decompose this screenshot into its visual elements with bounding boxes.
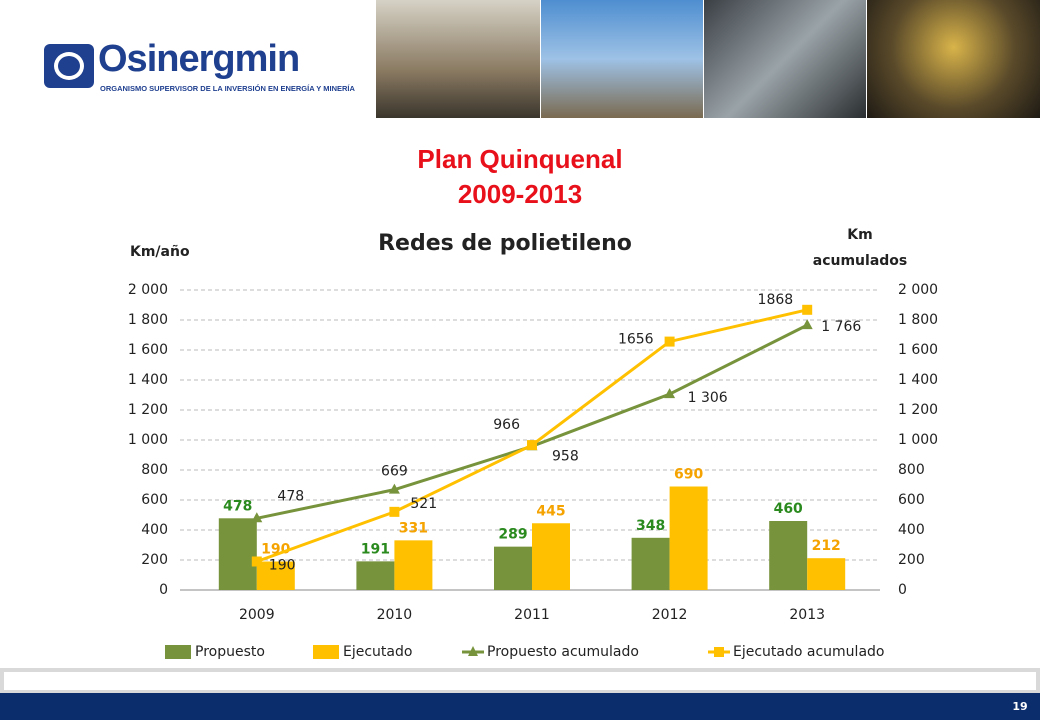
y-tick-label: 1 400 <box>128 372 168 388</box>
y2-tick-label: 1 200 <box>898 402 938 418</box>
photo <box>541 0 703 118</box>
y-tick-label: 600 <box>141 492 168 508</box>
y-tick-label: 1 200 <box>128 402 168 418</box>
bar <box>769 521 808 590</box>
logo-tagline: ORGANISMO SUPERVISOR DE LA INVERSIÓN EN … <box>100 84 355 93</box>
line-value-label: 1656 <box>618 332 654 348</box>
y2-tick-label: 600 <box>898 492 925 508</box>
x-tick-label: 2012 <box>652 607 688 623</box>
bar <box>394 540 433 590</box>
line-value-label: 1868 <box>758 292 794 308</box>
y2-tick-label: 0 <box>898 582 907 598</box>
line-marker <box>388 483 400 494</box>
line-value-label: 478 <box>277 488 304 504</box>
bar-value-label: 289 <box>498 527 527 543</box>
line-marker <box>527 440 537 451</box>
bar-value-label: 445 <box>536 503 565 519</box>
y-axis-title: Km/año <box>130 244 190 260</box>
line-value-label: 669 <box>381 464 408 480</box>
y-tick-label: 1 600 <box>128 342 168 358</box>
x-tick-label: 2013 <box>789 607 825 623</box>
legend-label: Propuesto <box>195 644 265 660</box>
slide-title: Plan Quinquenal 2009-2013 <box>417 144 623 209</box>
bar <box>218 518 257 590</box>
y2-tick-label: 400 <box>898 522 925 538</box>
chart-title: Redes de polietileno <box>378 231 632 256</box>
line-marker <box>801 319 813 330</box>
line-value-label: 521 <box>410 496 437 512</box>
line-value-label: 1 306 <box>688 390 728 406</box>
legend-swatch <box>165 645 191 659</box>
bar-value-label: 348 <box>636 518 665 534</box>
y2-tick-label: 1 400 <box>898 372 938 388</box>
bar <box>532 523 570 590</box>
bar-value-label: 478 <box>223 498 252 514</box>
y-tick-label: 1 800 <box>128 312 168 328</box>
x-tick-label: 2010 <box>377 607 413 623</box>
y2-tick-label: 1 800 <box>898 312 938 328</box>
logo-icon <box>44 44 94 88</box>
bar <box>807 558 846 590</box>
x-tick-label: 2011 <box>514 607 550 623</box>
line-value-label: 190 <box>269 558 296 574</box>
bar <box>494 546 532 590</box>
y2-tick-label: 1 000 <box>898 432 938 448</box>
page-number: 19 <box>1012 700 1027 713</box>
footer-box <box>4 672 1036 690</box>
y2-tick-label: 800 <box>898 462 925 478</box>
legend-marker <box>468 646 478 656</box>
logo-text: Osinergmin <box>98 38 300 80</box>
legend-marker <box>714 647 724 657</box>
y-tick-label: 1 000 <box>128 432 168 448</box>
line-marker <box>389 506 400 517</box>
line-marker <box>251 512 263 523</box>
bar <box>631 537 670 590</box>
bar-value-label: 331 <box>399 520 428 536</box>
line-marker <box>664 336 675 347</box>
x-tick-label: 2009 <box>239 607 275 623</box>
line-marker <box>251 556 262 567</box>
y2-tick-label: 200 <box>898 552 925 568</box>
line-value-label: 1 766 <box>821 319 861 335</box>
legend-swatch <box>313 645 339 659</box>
bar-value-label: 690 <box>674 467 703 483</box>
y-tick-label: 400 <box>141 522 168 538</box>
line-marker <box>664 388 676 399</box>
legend-label: Ejecutado acumulado <box>733 644 884 660</box>
line-marker <box>802 304 813 315</box>
photo <box>376 0 540 118</box>
photo <box>867 0 1040 118</box>
y-tick-label: 800 <box>141 462 168 478</box>
line <box>256 323 808 520</box>
y2-tick-label: 2 000 <box>898 282 938 298</box>
y-tick-label: 2 000 <box>128 282 168 298</box>
line-value-label: 958 <box>552 448 579 464</box>
bar <box>669 486 708 590</box>
photo <box>704 0 866 118</box>
bar <box>356 561 395 590</box>
legend-label: Propuesto acumulado <box>487 644 639 660</box>
bar-value-label: 212 <box>812 538 841 554</box>
line-value-label: 966 <box>493 417 520 433</box>
bar-value-label: 191 <box>361 541 390 557</box>
legend-label: Ejecutado <box>343 644 412 660</box>
y2-axis-title: Km acumulados <box>812 227 908 269</box>
y-tick-label: 200 <box>141 552 168 568</box>
y2-tick-label: 1 600 <box>898 342 938 358</box>
footer-bar <box>0 693 1040 720</box>
bar-value-label: 460 <box>774 501 803 517</box>
bar <box>256 561 295 590</box>
y-tick-label: 0 <box>159 582 168 598</box>
